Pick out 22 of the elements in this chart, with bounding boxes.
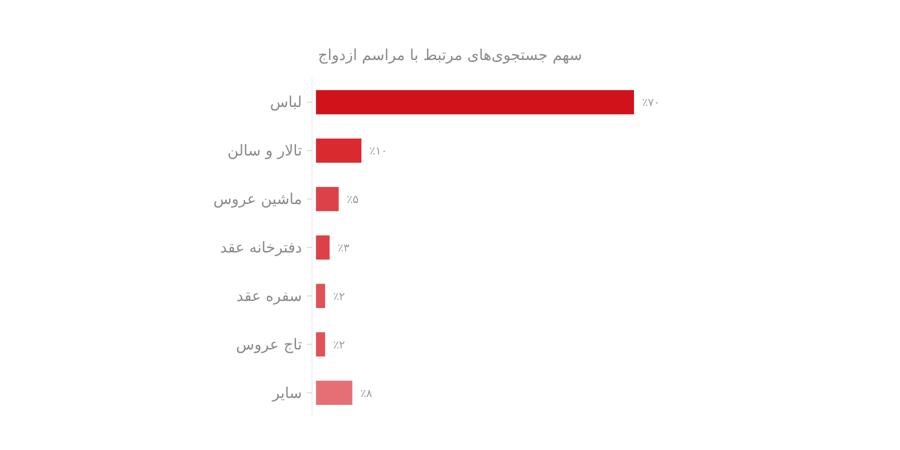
- y-tick-label: دفترخانه عقد: [220, 238, 302, 256]
- bar: [316, 332, 326, 356]
- y-tick-label: تاج عروس: [236, 335, 302, 354]
- data-label: ٪۱۰: [369, 144, 388, 158]
- bar: [316, 90, 634, 114]
- data-label: ٪۷۰: [642, 96, 660, 110]
- y-tick-label: لباس: [270, 93, 302, 112]
- y-tick-label: تالار و سالن: [228, 142, 302, 160]
- bar: [316, 186, 339, 212]
- data-label: ٪۲: [333, 290, 345, 303]
- bar: [316, 235, 330, 260]
- bar: [316, 380, 352, 405]
- data-label: ٪۸: [360, 386, 372, 400]
- y-tick-label: ماشین عروس: [213, 190, 302, 208]
- data-label: ٪۲: [333, 338, 345, 352]
- bar: [316, 138, 362, 163]
- bar: [316, 284, 326, 308]
- y-tick-label: سایر: [271, 384, 302, 402]
- y-tick-label: سفره عقد: [236, 286, 302, 305]
- data-label: ٪۳: [338, 242, 350, 254]
- data-label: ٪۵: [346, 193, 359, 206]
- chart-title: سهم جستجوی‌های مرتبط با مراسم ازدواج: [318, 46, 582, 64]
